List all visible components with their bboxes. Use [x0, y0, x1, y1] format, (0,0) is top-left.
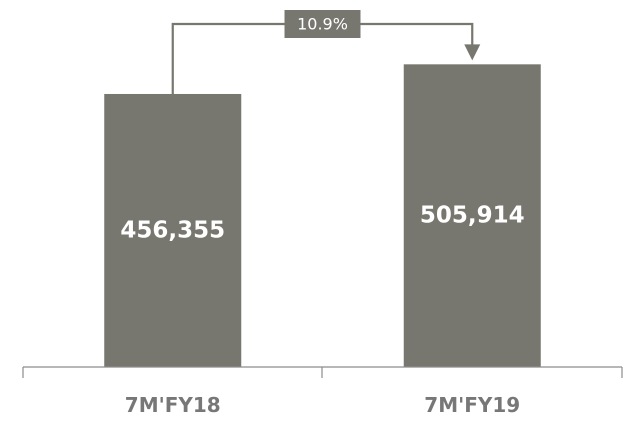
bar-1	[104, 93, 242, 367]
growth-label: 10.9%	[297, 15, 348, 34]
x-tick-label-1: 7M'FY18	[125, 393, 221, 417]
x-tick-label-2: 7M'FY19	[424, 393, 520, 417]
growth-connector: 10.9%	[171, 10, 481, 94]
bar-value-label-1: 456,355	[120, 217, 225, 243]
growth-badge	[284, 10, 361, 38]
growth-arrow-head	[464, 44, 481, 61]
x-axis	[22, 366, 623, 378]
bar-value-label-2: 505,914	[420, 203, 525, 229]
tick-labels: 7M'FY18 7M'FY19	[125, 393, 520, 417]
bars: 456,355 505,914	[104, 64, 541, 368]
bar-2	[403, 64, 541, 368]
